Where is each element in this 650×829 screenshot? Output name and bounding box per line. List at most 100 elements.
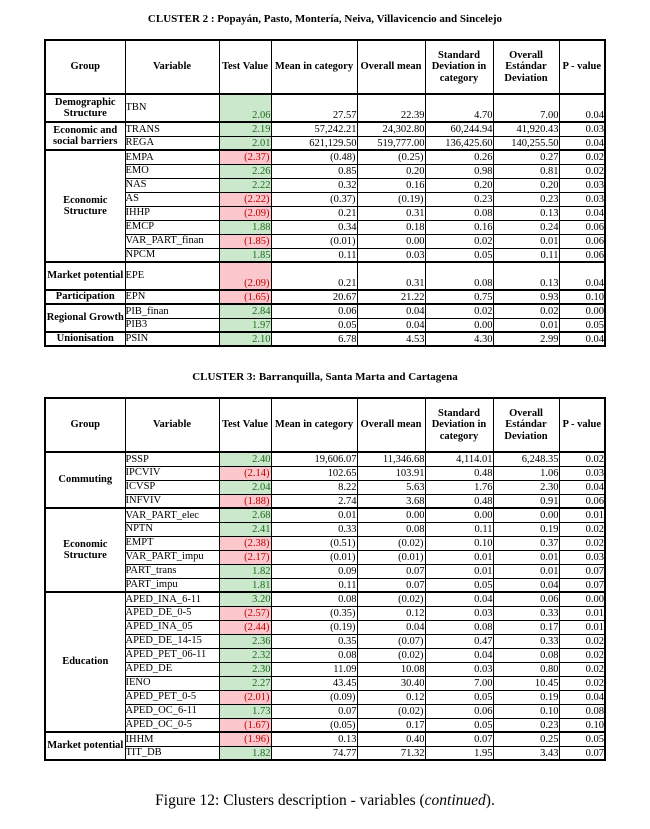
test-value-cell: (2.38) — [218, 535, 272, 551]
test-value-cell: (2.14) — [218, 465, 272, 481]
column-header: Overall mean — [356, 397, 426, 453]
value-cell: 0.02 — [558, 633, 606, 649]
value-cell: 0.07 — [558, 563, 606, 579]
variable-name: APED_OC_0-5 — [124, 717, 220, 733]
variable-name: APED_DE_0-5 — [124, 605, 220, 621]
value-cell: 0.48 — [424, 465, 494, 481]
variable-name: PART_trans — [124, 563, 220, 579]
value-cell: 0.23 — [424, 191, 494, 207]
value-cell: 0.06 — [424, 703, 494, 719]
value-cell: 519,777.00 — [356, 135, 426, 151]
table-row: Economic Structure VAR_PART_elec 2.68 0.01 0… — [44, 507, 606, 593]
value-cell: 0.03 — [424, 661, 494, 677]
value-cell: 0.05 — [424, 247, 494, 263]
value-cell: 0.01 — [558, 507, 606, 523]
value-cell: 0.03 — [356, 247, 426, 263]
value-cell: 19,606.07 — [270, 451, 358, 467]
variable-name: TBN — [124, 93, 220, 123]
column-header: Standard Deviation in category — [424, 397, 494, 453]
value-cell: 0.11 — [270, 247, 358, 263]
value-cell: 3.43 — [492, 745, 560, 761]
variable-name: PART_impu — [124, 577, 220, 593]
table-row: IHHP (2.09) 0.21 0.31 0.08 0.13 0.04 — [45, 205, 606, 221]
value-cell: 0.06 — [558, 493, 606, 509]
table-row: NPCM 1.85 0.11 0.03 0.05 0.11 0.06 — [45, 247, 606, 263]
value-cell: 74.77 — [270, 745, 358, 761]
group-label: Market potential — [44, 731, 126, 761]
variable-name: IHHM — [124, 731, 220, 747]
value-cell: 0.08 — [356, 521, 426, 537]
group-education: Education APED_INA_6-11 3.20 0.08 (0.02) 0.04… — [44, 591, 606, 733]
test-value-cell: 2.04 — [218, 479, 272, 495]
value-cell: 0.20 — [492, 177, 560, 193]
value-cell: 43.45 — [270, 675, 358, 691]
value-cell: (0.48) — [270, 149, 358, 165]
value-cell: 57,242.21 — [270, 121, 358, 137]
test-value-cell: 2.41 — [218, 521, 272, 537]
test-value-cell: 2.40 — [218, 451, 272, 467]
table-row: IENO 2.27 43.45 30.40 7.00 10.45 0.02 — [45, 675, 606, 691]
value-cell: 0.24 — [492, 219, 560, 235]
test-value-cell: 2.36 — [218, 633, 272, 649]
column-header: Group — [44, 39, 126, 95]
value-cell: 0.02 — [558, 647, 606, 663]
value-cell: 0.07 — [270, 703, 358, 719]
variable-name: REGA — [124, 135, 220, 151]
column-header: P - value — [558, 397, 606, 453]
value-cell: 0.32 — [270, 177, 358, 193]
value-cell: 0.11 — [492, 247, 560, 263]
caption-prefix: Figure 12: Clusters description - variab… — [155, 792, 425, 809]
value-cell: 60,244.94 — [424, 121, 494, 137]
value-cell: (0.02) — [356, 535, 426, 551]
column-header: Variable — [124, 39, 220, 95]
value-cell: 11.09 — [270, 661, 358, 677]
value-cell: 0.91 — [492, 493, 560, 509]
value-cell: (0.35) — [270, 605, 358, 621]
table-row: APED_DE 2.30 11.09 10.08 0.03 0.80 0.02 — [45, 661, 606, 677]
value-cell: 103.91 — [356, 465, 426, 481]
value-cell: 0.06 — [558, 247, 606, 263]
value-cell: (0.19) — [356, 191, 426, 207]
value-cell: 0.03 — [558, 191, 606, 207]
value-cell: 0.10 — [492, 703, 560, 719]
value-cell: 0.00 — [558, 591, 606, 607]
value-cell: 0.06 — [558, 233, 606, 249]
value-cell: 0.04 — [558, 135, 606, 151]
table-row: EMCP 1.88 0.34 0.18 0.16 0.24 0.06 — [45, 219, 606, 235]
variable-name: TRANS — [124, 121, 220, 137]
value-cell: 0.93 — [492, 289, 560, 305]
variable-name: EMO — [124, 163, 220, 179]
value-cell: 136,425.60 — [424, 135, 494, 151]
value-cell: 7.00 — [424, 675, 494, 691]
test-value-cell: 2.26 — [218, 163, 272, 179]
value-cell: (0.02) — [356, 591, 426, 607]
value-cell: 0.06 — [558, 219, 606, 235]
table-row: Unionisation PSIN 2.10 6.78 4.53 4.30 2.99 0.04 — [44, 331, 606, 347]
test-value-cell: (2.09) — [218, 205, 272, 221]
variable-name: IENO — [124, 675, 220, 691]
table-row: EMO 2.26 0.85 0.20 0.98 0.81 0.02 — [45, 163, 606, 179]
value-cell: 0.02 — [558, 521, 606, 537]
column-header: Test Value — [218, 397, 272, 453]
group-label: Regional Growth — [44, 303, 126, 333]
group-regional-growth: Regional Growth PIB_finan 2.84 0.06 0.04 0.02… — [44, 303, 606, 333]
test-value-cell: (2.22) — [218, 191, 272, 207]
group-label: Participation — [44, 289, 126, 305]
value-cell: 22.39 — [356, 93, 426, 123]
value-cell: 0.08 — [558, 703, 606, 719]
table-row: VAR_PART_impu (2.17) (0.01) (0.01) 0.01 0.01 0… — [45, 549, 606, 565]
group-market-potential: Market potential EPE (2.09) 0.21 0.31 0.08 0.1… — [44, 261, 606, 291]
group-participation: Participation EPN (1.65) 20.67 21.22 0.75 0.93… — [44, 289, 606, 305]
value-cell: 102.65 — [270, 465, 358, 481]
column-header: Test Value — [218, 39, 272, 95]
variable-name: PIB_finan — [124, 303, 220, 319]
column-header: P - value — [558, 39, 606, 95]
test-value-cell: 2.10 — [218, 331, 272, 347]
value-cell: 0.03 — [558, 549, 606, 565]
value-cell: 0.01 — [558, 619, 606, 635]
value-cell: 0.81 — [492, 163, 560, 179]
value-cell: (0.02) — [356, 647, 426, 663]
test-value-cell: (1.65) — [218, 289, 272, 305]
value-cell: 0.80 — [492, 661, 560, 677]
value-cell: 621,129.50 — [270, 135, 358, 151]
